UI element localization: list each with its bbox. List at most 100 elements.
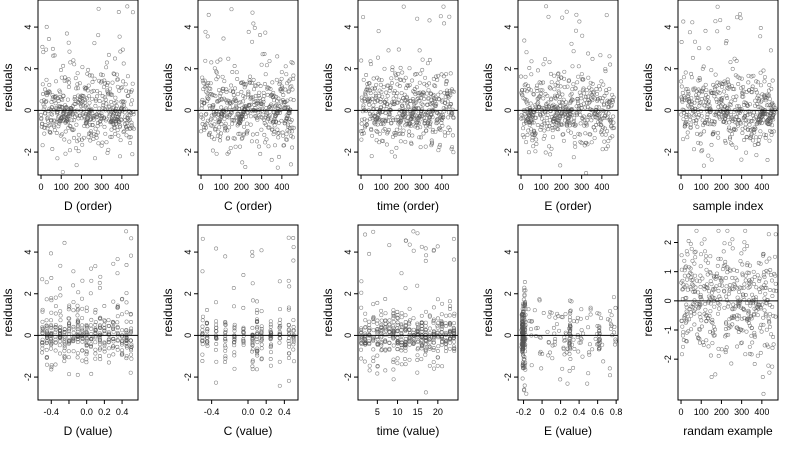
data-point <box>371 316 376 321</box>
data-point <box>288 85 293 90</box>
data-point <box>415 358 420 362</box>
data-point <box>558 377 563 382</box>
data-point <box>748 136 753 141</box>
data-point <box>363 340 368 345</box>
data-point <box>723 276 728 280</box>
data-point <box>703 301 708 306</box>
data-point <box>436 148 441 153</box>
data-point <box>743 278 748 283</box>
data-point <box>695 124 700 129</box>
data-point <box>291 347 296 352</box>
data-point <box>364 73 369 77</box>
data-point <box>693 255 698 260</box>
data-point <box>401 112 406 116</box>
data-point <box>209 135 214 140</box>
data-point <box>771 313 776 318</box>
data-point <box>520 133 525 138</box>
data-point <box>750 86 755 91</box>
data-point <box>100 140 105 145</box>
data-point <box>55 156 60 161</box>
data-point <box>697 76 702 80</box>
data-point <box>767 97 772 102</box>
data-point <box>435 111 440 115</box>
data-point <box>287 351 292 356</box>
data-point <box>124 300 129 305</box>
data-point <box>716 346 721 351</box>
data-point <box>429 113 434 118</box>
data-point <box>226 115 231 120</box>
data-point <box>88 138 93 143</box>
data-point <box>679 79 683 84</box>
data-point <box>423 75 428 80</box>
data-point <box>710 341 715 346</box>
data-point <box>291 342 296 347</box>
data-point <box>76 149 81 154</box>
data-point <box>416 121 421 125</box>
data-point <box>115 257 120 262</box>
data-point <box>277 325 282 330</box>
data-point <box>287 341 292 346</box>
data-point <box>446 115 451 120</box>
data-point <box>680 352 684 357</box>
data-point <box>416 325 420 330</box>
data-point <box>92 76 97 81</box>
data-point <box>452 313 457 318</box>
data-point <box>579 96 584 101</box>
data-point <box>687 30 692 35</box>
data-point <box>610 99 615 104</box>
data-point <box>756 138 761 143</box>
data-point <box>77 81 82 86</box>
data-point <box>129 102 134 107</box>
data-point <box>217 125 222 130</box>
data-point <box>208 106 213 111</box>
data-point <box>770 78 775 83</box>
data-point <box>681 117 686 122</box>
data-point <box>205 34 210 39</box>
data-point <box>76 86 80 91</box>
data-point <box>362 334 367 339</box>
data-point <box>49 330 54 335</box>
data-point <box>423 348 428 353</box>
data-point <box>771 129 776 134</box>
data-point <box>40 277 45 282</box>
data-point <box>121 103 126 108</box>
data-point <box>575 111 579 116</box>
data-point <box>388 85 393 90</box>
data-point <box>71 324 76 329</box>
data-point <box>444 72 449 77</box>
data-point <box>286 235 291 240</box>
data-point <box>605 129 610 134</box>
data-point <box>241 338 246 343</box>
x-axis-title: time (value) <box>377 424 440 438</box>
x-tick-label: 100 <box>374 182 389 192</box>
data-point <box>80 348 85 353</box>
data-point <box>523 82 528 87</box>
data-point <box>400 103 405 108</box>
data-point <box>130 125 135 130</box>
data-point <box>217 88 221 93</box>
data-point <box>562 352 567 357</box>
data-point <box>546 353 551 358</box>
data-point <box>558 113 563 118</box>
y-tick-label: 4 <box>343 25 353 30</box>
data-point <box>383 297 388 301</box>
data-point <box>713 72 718 77</box>
data-point <box>391 343 396 348</box>
data-point <box>443 330 448 335</box>
data-point <box>721 82 726 86</box>
data-point <box>727 125 732 130</box>
data-point <box>278 317 283 322</box>
data-point <box>223 338 228 343</box>
data-point <box>205 118 210 123</box>
data-point <box>572 347 577 351</box>
data-point <box>553 315 558 320</box>
data-point <box>441 4 446 9</box>
data-point <box>43 111 48 116</box>
data-point <box>431 320 436 325</box>
data-point <box>228 100 233 105</box>
data-point <box>599 316 603 321</box>
data-point <box>48 130 53 135</box>
data-point <box>264 122 269 127</box>
data-point <box>419 109 424 114</box>
data-point <box>251 21 256 26</box>
